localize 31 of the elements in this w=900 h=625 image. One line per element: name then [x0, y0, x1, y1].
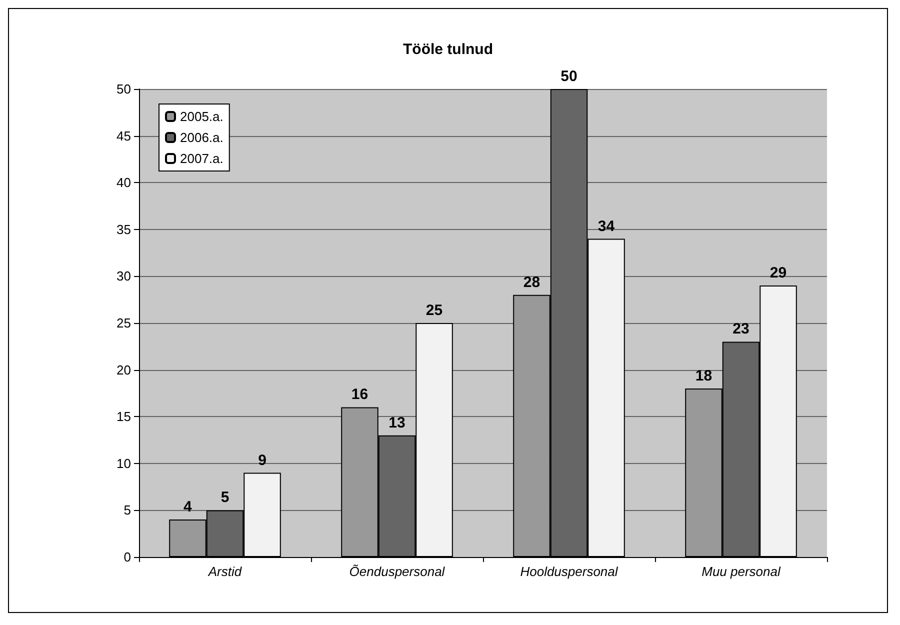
data-label: 28: [523, 274, 540, 291]
data-label: 5: [220, 489, 230, 506]
data-label: 29: [770, 264, 787, 282]
legend-label: 2005.a.: [180, 109, 224, 124]
legend-label: 2006.a.: [180, 130, 224, 145]
data-label: 9: [258, 452, 266, 469]
y-tick-label: 50: [116, 82, 131, 96]
y-tick-label: 15: [116, 409, 131, 424]
data-label: 18: [695, 368, 712, 385]
data-label: 13: [388, 414, 406, 432]
y-tick-label: 20: [116, 362, 131, 378]
data-label: 16: [351, 386, 368, 404]
y-tick-label: 5: [124, 502, 131, 518]
data-label: 34: [598, 218, 616, 235]
y-tick-label: 30: [116, 268, 131, 284]
x-tick-label: Õenduspersonal: [349, 564, 446, 579]
data-label: 25: [426, 302, 443, 319]
x-tick-label: Arstid: [207, 564, 242, 579]
data-label: 4: [184, 498, 193, 516]
y-tick-label: 40: [116, 175, 131, 190]
legend-label: 2007.a.: [180, 151, 224, 166]
y-tick-label: 35: [116, 222, 131, 237]
data-label: 23: [732, 320, 750, 338]
y-tick-label: 25: [116, 316, 131, 330]
y-tick-label: 0: [124, 550, 131, 564]
data-label: 50: [560, 68, 578, 85]
y-tick-label: 45: [116, 128, 131, 144]
y-tick-label: 10: [116, 456, 131, 471]
x-tick-label: Hoolduspersonal: [520, 564, 619, 579]
chart-title: Tööle tulnud: [403, 41, 493, 58]
x-tick-label: Muu personal: [702, 564, 782, 579]
